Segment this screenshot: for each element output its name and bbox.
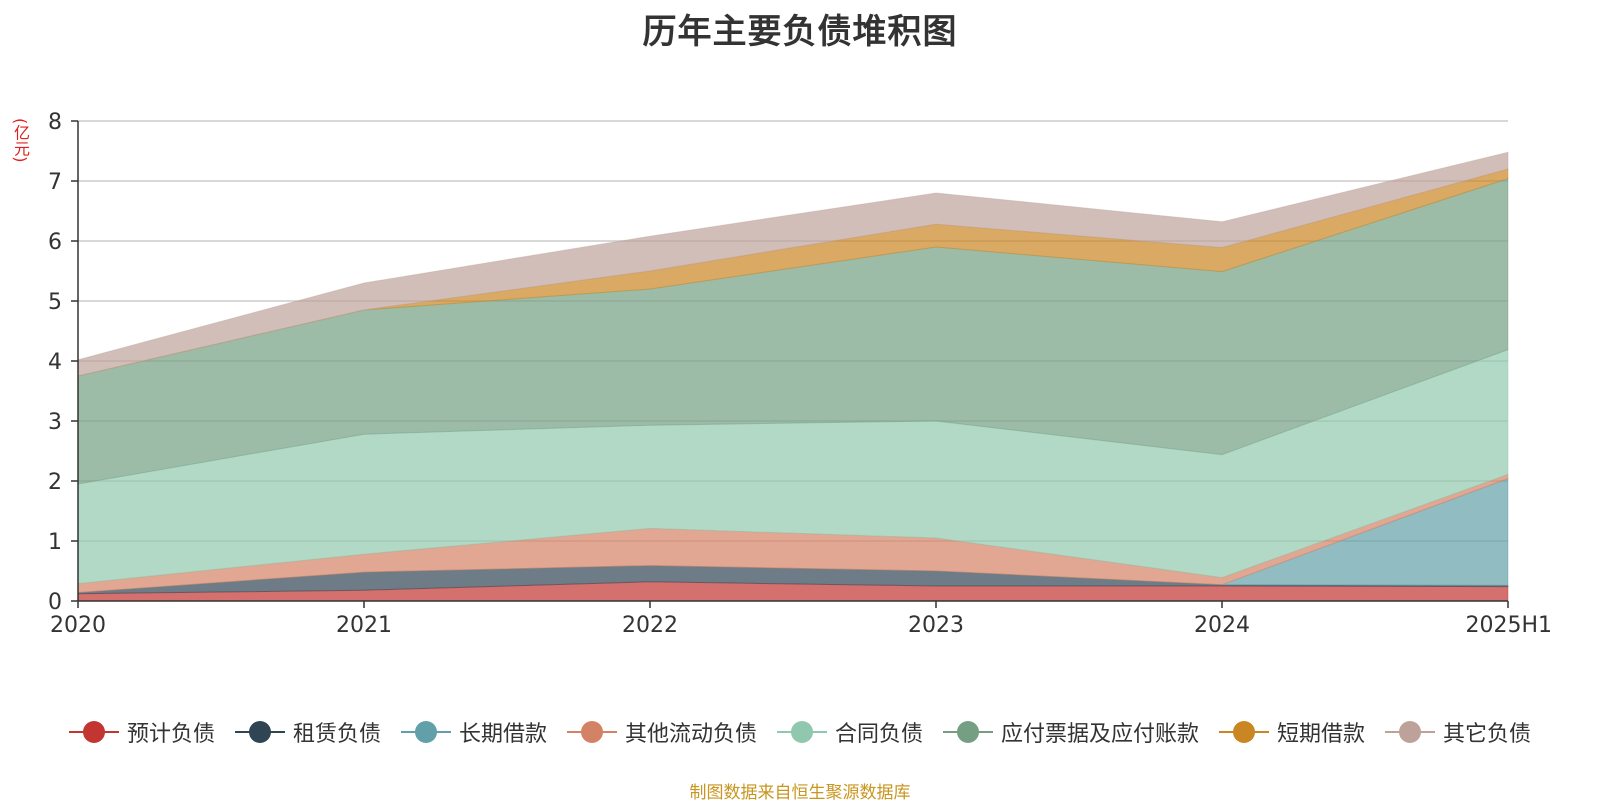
legend-marker-icon <box>1385 720 1436 744</box>
legend-label: 预计负债 <box>126 722 215 747</box>
chart-title: 历年主要负债堆积图 <box>642 12 958 52</box>
area-series-8 <box>77 151 1509 377</box>
y-axis-unit-label: (亿元) <box>11 118 30 163</box>
x-tick-label: 2023 <box>908 613 964 638</box>
source-note: 制图数据来自恒生聚源数据库 <box>689 783 911 803</box>
legend-label: 合同负债 <box>835 722 924 747</box>
legend-item-5[interactable]: 合同负债 <box>777 716 923 748</box>
legend-item-3[interactable]: 长期借款 <box>400 716 547 748</box>
axes: 0 1 2 3 4 5 6 7 8 2020 2021 2022 2023 2024 2025H1 <box>48 110 1552 638</box>
y-tick-label: 1 <box>48 530 62 555</box>
legend-item-1[interactable]: 预计负债 <box>68 716 215 748</box>
legend-item-4[interactable]: 其他流动负债 <box>566 716 757 748</box>
y-tick-label: 3 <box>48 410 62 435</box>
x-tick-label: 2025H1 <box>1465 613 1552 638</box>
y-tick-label: 0 <box>48 590 62 615</box>
legend-marker-icon <box>566 720 617 744</box>
legend-label: 应付票据及应付账款 <box>1001 722 1200 747</box>
legend: 预计负债 租赁负债 长期借款 其他流动负债 合同负债 应付票据及应付账款 短期借款 其它负债 <box>0 716 1600 748</box>
legend-item-7[interactable]: 短期借款 <box>1219 716 1365 748</box>
legend-marker-icon <box>1219 720 1270 744</box>
legend-label: 其它负债 <box>1443 722 1532 747</box>
legend-marker-icon <box>943 720 994 744</box>
y-tick-label: 2 <box>48 470 62 495</box>
x-tick-label: 2020 <box>50 613 106 638</box>
x-tick-label: 2021 <box>336 613 392 638</box>
legend-marker-icon <box>68 720 119 744</box>
y-tick-label: 8 <box>48 110 62 135</box>
legend-label: 租赁负债 <box>292 722 381 747</box>
x-tick-label: 2022 <box>622 613 678 638</box>
y-tick-label: 7 <box>48 170 62 195</box>
legend-marker-icon <box>400 720 451 744</box>
legend-label: 短期借款 <box>1277 722 1366 747</box>
legend-label: 长期借款 <box>458 722 547 747</box>
legend-item-8[interactable]: 其它负债 <box>1385 716 1531 748</box>
y-tick-label: 5 <box>48 290 62 315</box>
area-series-3 <box>77 477 1509 594</box>
legend-marker-icon <box>777 720 827 744</box>
legend-item-6[interactable]: 应付票据及应付账款 <box>943 716 1199 748</box>
y-tick-label: 4 <box>48 350 62 375</box>
legend-marker-icon <box>234 720 285 744</box>
x-tick-label: 2024 <box>1194 613 1250 638</box>
y-tick-label: 6 <box>48 230 62 255</box>
area-series <box>77 151 1509 602</box>
legend-label: 其他流动负债 <box>624 722 757 747</box>
legend-item-2[interactable]: 租赁负债 <box>234 716 381 748</box>
